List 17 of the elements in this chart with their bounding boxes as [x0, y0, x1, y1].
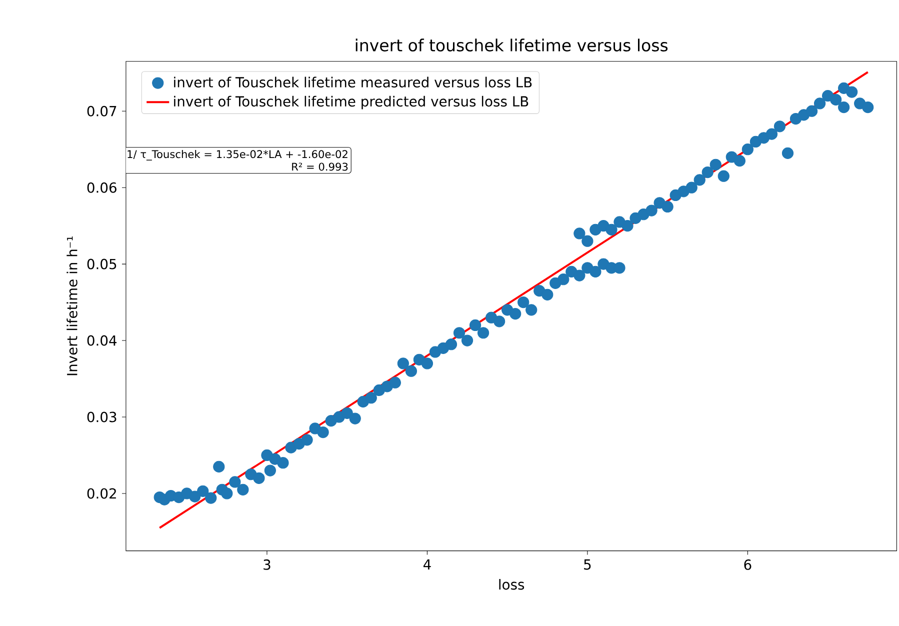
x-tick-label: 6 — [744, 559, 752, 570]
y-tick-label: 0.02 — [87, 488, 116, 499]
annotation: R² = 0.993 — [292, 162, 348, 171]
x-tick-label: 5 — [584, 559, 591, 570]
legend-label: invert of Touschek lifetime predicted versus loss LB — [174, 96, 528, 110]
chart-title: invert of touschek lifetime versus loss — [356, 38, 668, 52]
y-tick-label: 0.04 — [87, 335, 117, 346]
x-tick-label: 3 — [264, 559, 270, 570]
y-tick-label: 0.07 — [87, 106, 116, 116]
y-tick-label: 0.06 — [87, 182, 116, 193]
legend-label: invert of Touschek lifetime measured versus loss LB — [174, 76, 532, 88]
x-axis-title: loss — [499, 578, 524, 590]
annotation: 1/ τ_Touschek = 1.35e-02*LA + -1.60e-02 — [128, 150, 348, 160]
y-tick-label: 0.03 — [87, 412, 116, 422]
y-axis-title: Invert lifetime in h⁻¹ — [66, 236, 78, 376]
y-tick-label: 0.05 — [87, 258, 116, 270]
x-tick-label: 4 — [423, 559, 431, 570]
